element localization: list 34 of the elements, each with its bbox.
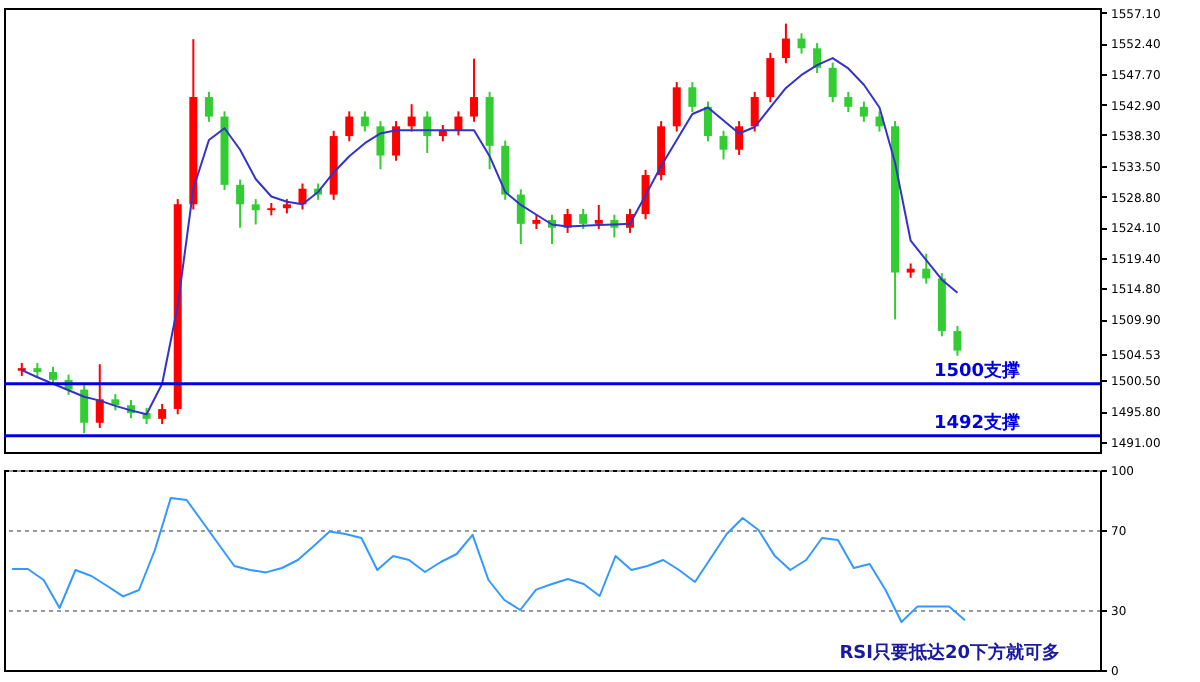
candlestick (781, 22, 790, 65)
candlestick (750, 90, 759, 133)
candlestick (360, 110, 369, 133)
candlestick (688, 81, 697, 114)
candlestick (953, 324, 962, 357)
candlestick (766, 51, 775, 104)
candlestick (735, 120, 744, 156)
candlestick (251, 198, 260, 226)
candlestick (204, 90, 213, 123)
candlestick (813, 42, 822, 75)
candlestick (797, 32, 806, 55)
ref-line-label: 1492支撑 (933, 411, 1020, 434)
candlestick (470, 57, 479, 123)
annotation: RSI只要抵达20下方就可多 (839, 642, 1060, 664)
candlestick (80, 383, 89, 435)
candlestick (376, 120, 385, 171)
candlestick (703, 100, 712, 143)
candlestick (594, 203, 603, 231)
line-series (10, 497, 966, 623)
candlestick (392, 120, 401, 162)
candlestick (922, 252, 931, 285)
ref-line-label: 1500支撑 (933, 359, 1020, 382)
candlestick (844, 90, 853, 114)
candlestick (95, 363, 104, 429)
candlestick (345, 110, 354, 143)
candlestick (236, 178, 245, 229)
candlestick (828, 61, 837, 104)
candlestick (719, 129, 728, 161)
candlestick (672, 81, 681, 133)
candlestick (158, 402, 167, 426)
candlestick (407, 103, 416, 133)
candlestick (579, 207, 588, 231)
candlestick (516, 188, 525, 245)
candlestick (859, 100, 868, 123)
